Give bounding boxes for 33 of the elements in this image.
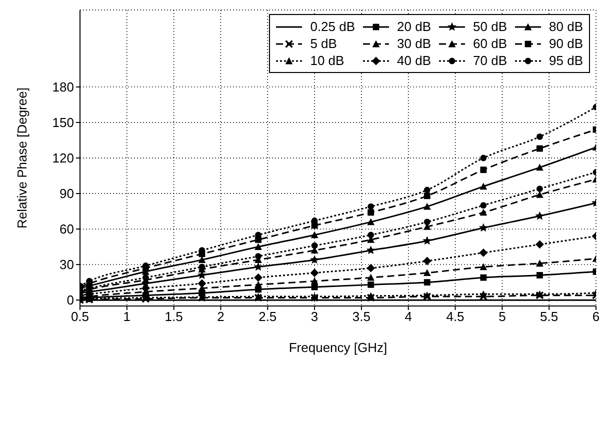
x-tick-label: 0.5 (70, 309, 90, 324)
x-tick-label: 1 (123, 309, 131, 324)
legend-label: 80 dB (549, 19, 583, 34)
x-tick-label: 1.5 (164, 309, 183, 324)
x-tick-label: 2.5 (258, 309, 277, 324)
y-tick-label: 60 (60, 222, 74, 237)
y-tick-label: 30 (60, 257, 74, 272)
legend-label: 90 dB (549, 36, 583, 51)
x-tick-label: 6 (592, 309, 600, 324)
x-tick-label: 5 (498, 309, 506, 324)
y-tick-label: 150 (52, 115, 74, 130)
x-axis-title: Frequency [GHz] (288, 340, 388, 355)
x-tick-label: 4 (404, 309, 412, 324)
y-tick-label: 180 (52, 80, 74, 95)
legend-label: 30 dB (397, 36, 432, 51)
legend-label: 50 dB (473, 19, 508, 34)
legend-label: 0.25 dB (310, 19, 356, 34)
x-tick-label: 3 (310, 309, 318, 324)
legend-label: 10 dB (310, 53, 344, 68)
legend-label: 70 dB (473, 53, 508, 68)
y-tick-label: 90 (60, 186, 74, 202)
legend-label: 60 dB (473, 36, 508, 51)
x-tick-label: 2 (217, 309, 224, 324)
legend-label: 40 dB (397, 53, 432, 68)
y-tick-label: 0 (66, 292, 74, 308)
legend-label: 95 dB (549, 53, 583, 68)
y-axis-title: Relative Phase [Degree] (14, 88, 30, 228)
x-tick-label: 5.5 (540, 309, 558, 324)
legend-label: 5 dB (310, 36, 337, 51)
x-tick-label: 3.5 (352, 309, 370, 324)
y-tick-label: 120 (52, 150, 74, 166)
legend-label: 20 dB (397, 19, 432, 34)
x-tick-label: 4.5 (446, 309, 464, 324)
